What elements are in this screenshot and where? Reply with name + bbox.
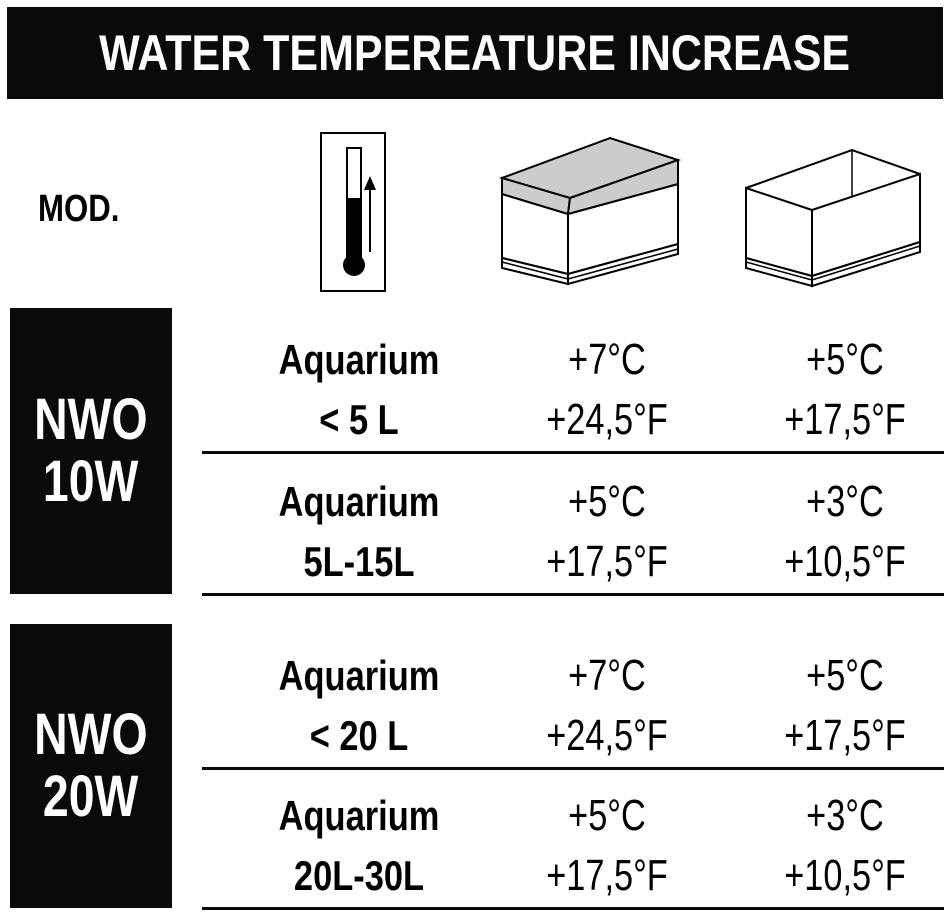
open-increase-value: +3°C +10,5°F xyxy=(784,791,906,900)
table-row: Aquarium < 20 L +7°C +24,5°F +5°C +17,5°… xyxy=(202,628,944,770)
thermometer-icon xyxy=(320,132,386,292)
model-name-line1: NWO xyxy=(34,387,148,452)
model-name-line2: 20W xyxy=(43,764,139,829)
title-banner: WATER TEMPEREATURE INCREASE xyxy=(7,7,943,99)
open-increase-value: +5°C +17,5°F xyxy=(784,651,906,760)
row-divider xyxy=(202,767,944,770)
aquarium-size-label: Aquarium 20L-30L xyxy=(278,792,440,899)
open-increase-value: +5°C +17,5°F xyxy=(784,335,906,444)
aquarium-size-label: Aquarium 5L-15L xyxy=(278,478,440,585)
covered-increase-value: +5°C +17,5°F xyxy=(546,791,668,900)
aquarium-size-label: Aquarium < 20 L xyxy=(278,652,440,759)
model-label-nwo-20w: NWO 20W xyxy=(10,624,172,908)
aquarium-size-label: Aquarium < 5 L xyxy=(278,336,440,443)
model-label-nwo-10w: NWO 10W xyxy=(10,308,172,594)
row-divider xyxy=(202,593,944,596)
table-row: Aquarium < 5 L +7°C +24,5°F +5°C +17,5°F xyxy=(202,312,944,454)
open-aquarium-icon xyxy=(742,148,924,294)
model-name-line2: 10W xyxy=(43,449,139,514)
covered-increase-value: +7°C +24,5°F xyxy=(546,335,668,444)
mod-label: MOD. xyxy=(38,188,120,230)
model-name-line1: NWO xyxy=(34,702,148,767)
open-increase-value: +3°C +10,5°F xyxy=(784,477,906,586)
row-divider xyxy=(202,451,944,454)
table-row: Aquarium 5L-15L +5°C +17,5°F +3°C +10,5°… xyxy=(202,454,944,596)
row-divider xyxy=(202,907,944,910)
covered-aquarium-icon xyxy=(498,134,684,294)
table-row: Aquarium 20L-30L +5°C +17,5°F +3°C +10,5… xyxy=(202,768,944,910)
page-title: WATER TEMPEREATURE INCREASE xyxy=(99,25,851,81)
covered-increase-value: +5°C +17,5°F xyxy=(546,477,668,586)
covered-increase-value: +7°C +24,5°F xyxy=(546,651,668,760)
